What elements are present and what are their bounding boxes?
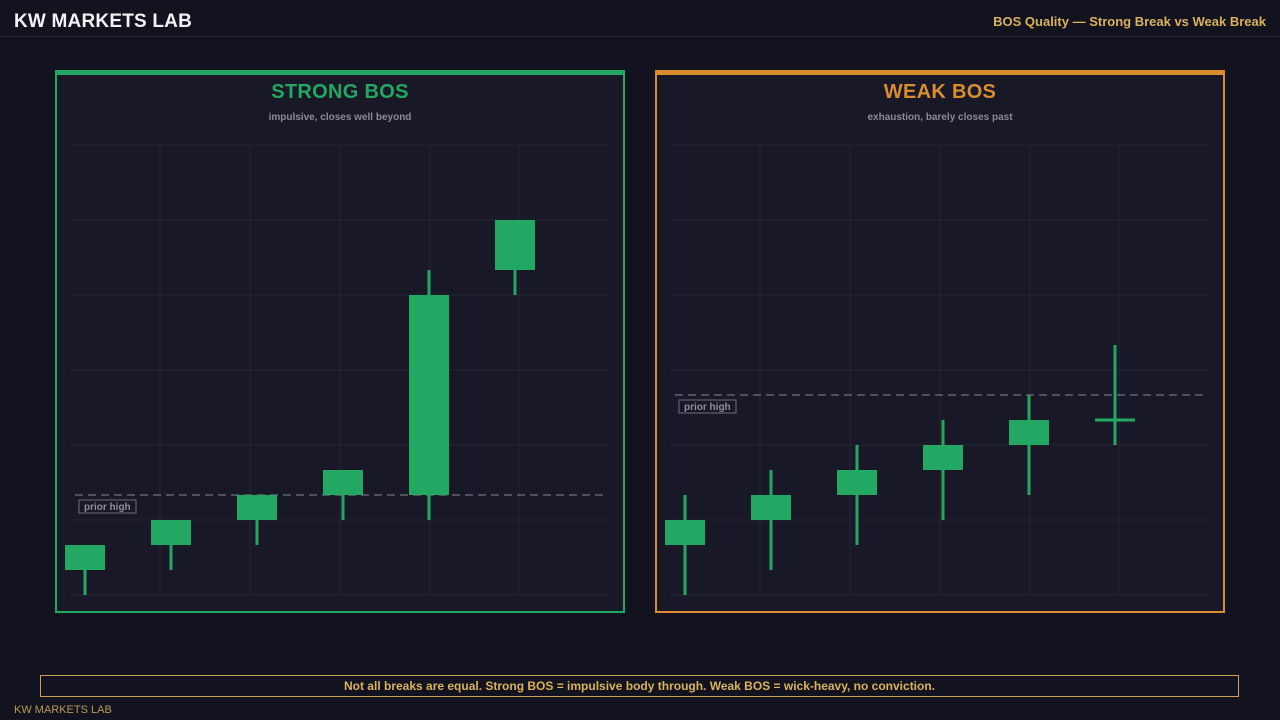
weak-bos-candle-body: [751, 495, 791, 520]
weak-bos-chart: prior high: [665, 144, 1211, 596]
strong-bos-candle-body: [237, 495, 277, 520]
weak-bos-prior-high-label: prior high: [684, 402, 731, 413]
weak-bos-candle-body: [837, 470, 877, 495]
strong-bos-subtitle: impulsive, closes well beyond: [268, 112, 412, 123]
weak-bos-subtitle: exhaustion, barely closes past: [867, 112, 1013, 123]
brand-title: KW MARKETS LAB: [14, 11, 193, 32]
strong-bos-candle-body: [65, 545, 105, 570]
weak-bos-candles: [665, 345, 1135, 595]
footer-brand: KW MARKETS LAB: [14, 704, 112, 716]
weak-bos-candle-body: [1009, 420, 1049, 445]
weak-bos-prior-high-label-box: [678, 399, 737, 414]
strong-bos-panel: STRONG BOS impulsive, closes well beyond…: [55, 70, 625, 613]
strong-bos-title: STRONG BOS: [271, 81, 409, 103]
strong-bos-prior-high-label: prior high: [84, 502, 131, 513]
strong-bos-candle-body: [151, 520, 191, 545]
weak-bos-grid: [671, 144, 1211, 596]
page-subtitle: BOS Quality — Strong Break vs Weak Break: [993, 14, 1266, 29]
weak-bos-candle-body: [665, 520, 705, 545]
strong-bos-candle-body: [495, 220, 535, 270]
weak-bos-panel: WEAK BOS exhaustion, barely closes past …: [655, 70, 1225, 613]
weak-bos-candle-body: [923, 445, 963, 470]
header-bar: KW MARKETS LAB BOS Quality — Strong Brea…: [0, 0, 1280, 37]
strong-bos-candle-body: [409, 295, 449, 495]
strong-bos-candles: [65, 220, 535, 595]
strong-bos-candle-body: [323, 470, 363, 495]
strong-bos-prior-high-label-box: [78, 499, 137, 514]
strong-bos-chart: prior high: [65, 144, 611, 596]
weak-bos-candle-body: [1095, 418, 1135, 422]
weak-bos-title: WEAK BOS: [883, 81, 997, 103]
takeaway-banner: Not all breaks are equal. Strong BOS = i…: [40, 675, 1239, 697]
